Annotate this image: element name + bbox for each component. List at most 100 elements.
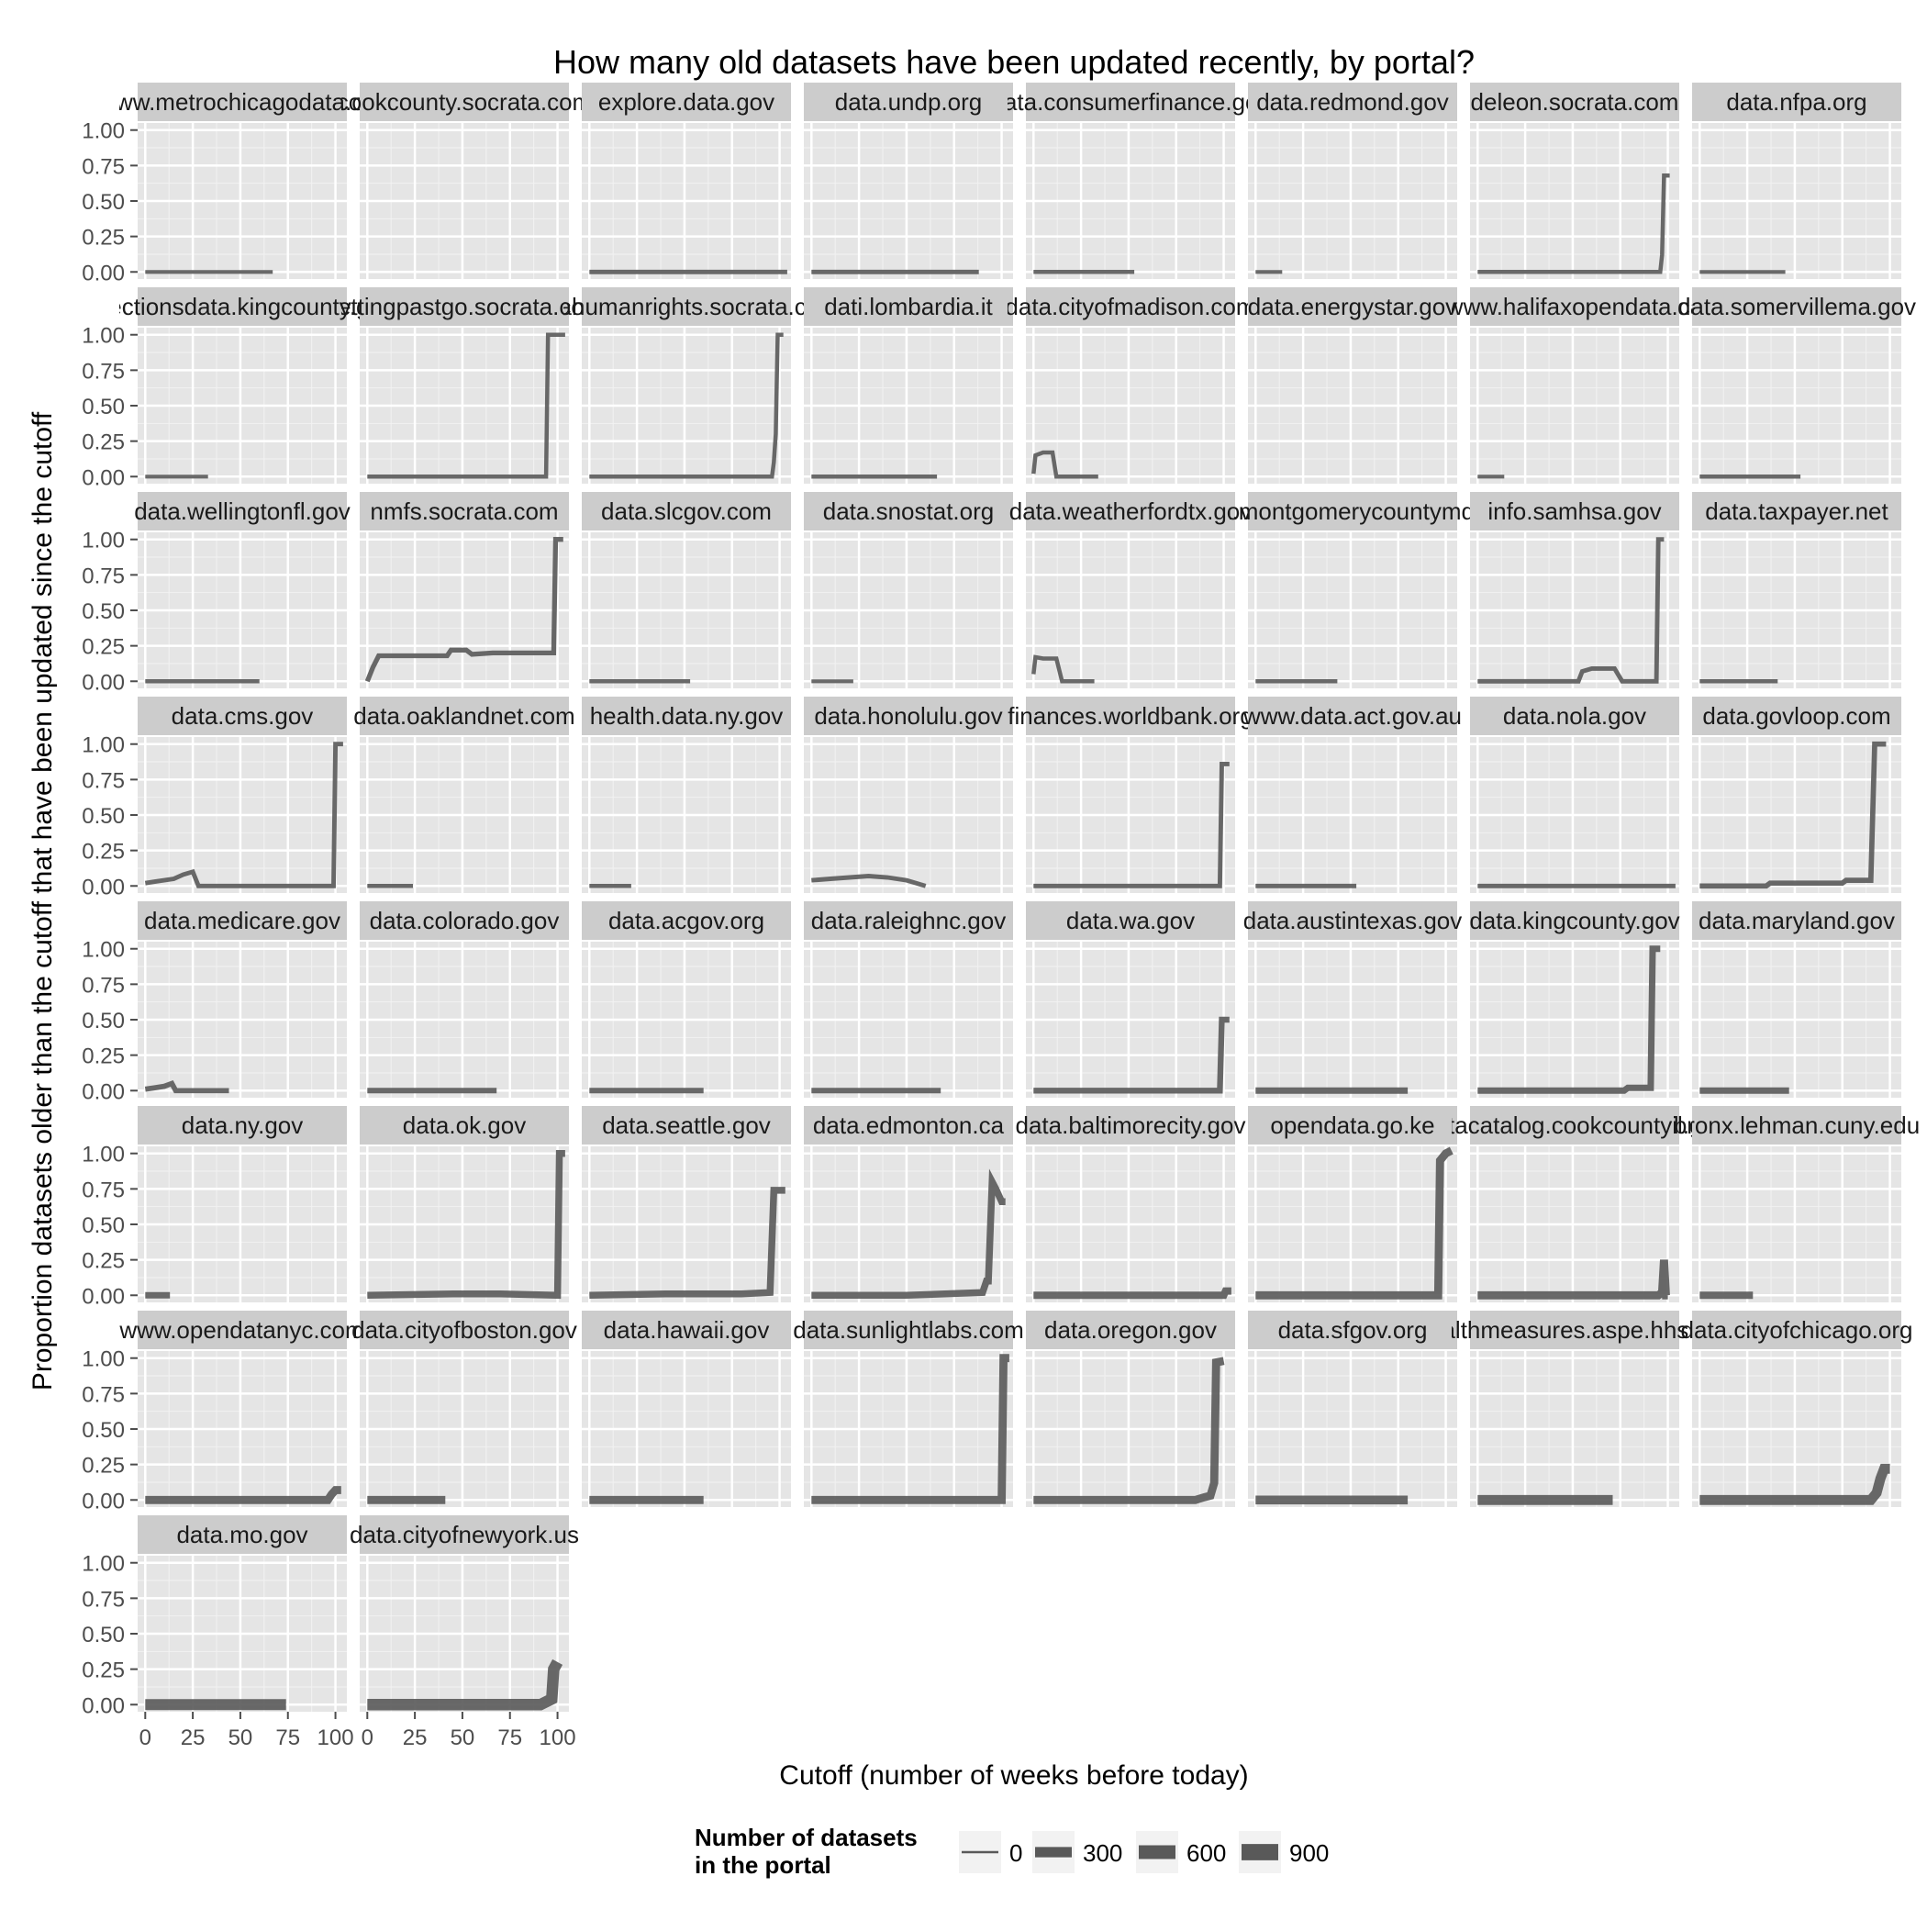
x-tick-label: 50 bbox=[228, 1725, 253, 1750]
facet-strip bbox=[1026, 492, 1235, 530]
facet-strip-label: data.weatherfordtx.gov bbox=[1009, 497, 1253, 525]
facet-strip-label: finances.worldbank.org bbox=[1008, 702, 1253, 730]
facet-panel-data.hawaii.gov: data.hawaii.gov bbox=[582, 1311, 791, 1507]
facet-strip-label: data.somervillema.gov bbox=[1677, 293, 1916, 320]
series-line bbox=[1033, 1016, 1230, 1094]
series-line bbox=[1255, 1146, 1454, 1300]
facet-panel-data.slcgov.com: data.slcgov.com bbox=[582, 492, 791, 688]
y-tick-label: 1.00 bbox=[82, 733, 125, 758]
y-tick-label: 0.75 bbox=[82, 768, 125, 793]
facet-panel-data.acgov.org: data.acgov.org bbox=[582, 901, 791, 1098]
facet-strip-label: data.oregon.gov bbox=[1044, 1316, 1217, 1344]
facet-strip-label: data.hawaii.gov bbox=[604, 1316, 770, 1344]
y-tick-label: 1.00 bbox=[82, 1143, 125, 1167]
facet-strip bbox=[804, 287, 1013, 326]
facet-strip-label: data.raleighnc.gov bbox=[811, 907, 1006, 934]
facet-panel-data.edmonton.ca: data.edmonton.ca bbox=[804, 1106, 1013, 1302]
facet-strip-label: data.maryland.gov bbox=[1699, 907, 1895, 934]
y-tick-label: 0.75 bbox=[82, 1587, 125, 1612]
facet-panel-data.cityofnewyork.us: data.cityofnewyork.us 0 25 50 75 100 bbox=[350, 1515, 579, 1750]
y-tick-label: 0.50 bbox=[82, 1623, 125, 1647]
facet-strip-label: data.honolulu.gov bbox=[814, 702, 1002, 730]
x-tick-label: 50 bbox=[451, 1725, 475, 1750]
facet-panel-data.kingcounty.gov: data.kingcounty.gov bbox=[1469, 901, 1680, 1098]
facet-strip bbox=[360, 697, 569, 735]
facet-panel-data.honolulu.gov: data.honolulu.gov bbox=[804, 697, 1013, 893]
facet-strip bbox=[582, 1311, 791, 1349]
y-tick-label: 0.75 bbox=[82, 1382, 125, 1407]
facet-strip bbox=[804, 492, 1013, 530]
facet-strip-label: data.nfpa.org bbox=[1726, 88, 1866, 116]
facet-strip bbox=[1470, 287, 1679, 326]
y-tick-label: 0.50 bbox=[82, 1418, 125, 1443]
x-tick-label: 100 bbox=[317, 1725, 354, 1750]
facet-panel-data.taxpayer.net: data.taxpayer.net bbox=[1692, 492, 1901, 688]
y-tick-label: 1.00 bbox=[82, 1552, 125, 1577]
y-tick-label: 0.25 bbox=[82, 1044, 125, 1069]
series-line bbox=[364, 537, 563, 683]
facet-strip-label: data.ok.gov bbox=[403, 1111, 526, 1139]
series-line bbox=[144, 1079, 229, 1094]
y-tick-label: 0.50 bbox=[82, 599, 125, 624]
facet-panel-data.nfpa.org: data.nfpa.org bbox=[1692, 83, 1901, 279]
facet-strip bbox=[360, 83, 569, 121]
facet-panel-data.baltimorecity.gov: data.baltimorecity.gov bbox=[1016, 1106, 1245, 1302]
facet-strip bbox=[360, 901, 569, 940]
facet-panel-data.weatherfordtx.gov: data.weatherfordtx.gov bbox=[1009, 492, 1253, 688]
facet-strip bbox=[804, 1106, 1013, 1145]
facet-panel-electionsdata.kingcounty.gov: electionsdata.kingcounty.gov 0.00 0.25 0.50… bbox=[82, 287, 395, 490]
facet-strip-label: data.snostat.org bbox=[823, 497, 994, 525]
facet-strip-label: data.cityofchicago.org bbox=[1681, 1316, 1913, 1344]
facet-strip bbox=[1026, 1311, 1235, 1349]
facet-panel-data.energystar.gov: data.energystar.gov bbox=[1248, 287, 1457, 484]
facet-panel-data.seattle.gov: data.seattle.gov bbox=[582, 1106, 791, 1302]
facet-strip bbox=[1026, 287, 1235, 326]
facet-strip bbox=[138, 901, 347, 940]
facet-panel-data.cityofboston.gov: data.cityofboston.gov bbox=[351, 1311, 577, 1507]
facet-panel-www.opendatanyc.com: www.opendatanyc.com 0.00 0.25 0.50 0.75 1.00 bbox=[82, 1311, 365, 1513]
y-tick-label: 1.00 bbox=[82, 324, 125, 349]
facet-strip bbox=[582, 1106, 791, 1145]
facet-panel-data.consumerfinance.gov: data.consumerfinance.gov bbox=[1008, 83, 1253, 279]
series-line bbox=[589, 1187, 785, 1300]
facet-strip-label: data.ny.gov bbox=[182, 1111, 304, 1139]
facet-strip-label: data.nola.gov bbox=[1503, 702, 1646, 730]
series-line bbox=[367, 1658, 563, 1711]
facet-panel-gettingpastgo.socrata.com: gettingpastgo.socrata.com bbox=[341, 287, 587, 484]
facet-strip-label: data.wellingtonfl.gov bbox=[134, 497, 351, 525]
y-tick-label: 0.50 bbox=[82, 190, 125, 215]
facet-strip bbox=[1248, 83, 1457, 121]
facet-strip bbox=[138, 697, 347, 735]
y-tick-label: 0.75 bbox=[82, 1178, 125, 1202]
facet-panel-data.wellingtonfl.gov: data.wellingtonfl.gov 0.00 0.25 0.50 0.75 1.0… bbox=[82, 492, 351, 695]
series-line bbox=[1033, 1287, 1231, 1300]
y-tick-label: 1.00 bbox=[82, 1347, 125, 1372]
y-tick-label: 0.75 bbox=[82, 359, 125, 384]
facet-strip-label: data.redmond.gov bbox=[1256, 88, 1449, 116]
series-line bbox=[1699, 1463, 1890, 1505]
facet-panel-data.maryland.gov: data.maryland.gov bbox=[1692, 901, 1901, 1098]
facet-strip bbox=[1248, 492, 1457, 530]
facet-strip bbox=[804, 901, 1013, 940]
facet-strip-label: data.wa.gov bbox=[1066, 907, 1195, 934]
y-tick-label: 1.00 bbox=[82, 938, 125, 963]
y-tick-label: 0.50 bbox=[82, 804, 125, 829]
facet-panel-data.cityofmadison.com: data.cityofmadison.com bbox=[1008, 287, 1253, 484]
facet-strip bbox=[1248, 1311, 1457, 1349]
facet-strip bbox=[138, 287, 347, 326]
facet-panel-data.cityofchicago.org: data.cityofchicago.org bbox=[1681, 1311, 1913, 1507]
facet-panel-data.govloop.com: data.govloop.com bbox=[1692, 697, 1901, 893]
facet-strip-label: data.kingcounty.gov bbox=[1469, 907, 1679, 934]
facet-strip bbox=[360, 287, 569, 326]
facet-panel-data.cms.gov: data.cms.gov 0.00 0.25 0.50 0.75 1.00 bbox=[82, 697, 347, 899]
facet-panel-data.snostat.org: data.snostat.org bbox=[804, 492, 1013, 688]
facet-strip-label: iatahumanrights.socrata.com bbox=[533, 293, 840, 320]
facet-panel-nmfs.socrata.com: nmfs.socrata.com bbox=[360, 492, 569, 688]
facet-strip-label: electionsdata.kingcounty.gov bbox=[90, 293, 395, 320]
facet-panel-www.metrochicagodata.org: www.metrochicagodata.org 0.00 0.25 0.50 0.75… bbox=[82, 83, 365, 285]
legend-title: in the portal bbox=[695, 1851, 831, 1879]
series-line bbox=[1477, 1259, 1670, 1300]
y-tick-label: 0.00 bbox=[82, 875, 125, 899]
facet-panel-data.medicare.gov: data.medicare.gov 0.00 0.25 0.50 0.75 1.00 bbox=[82, 901, 347, 1104]
